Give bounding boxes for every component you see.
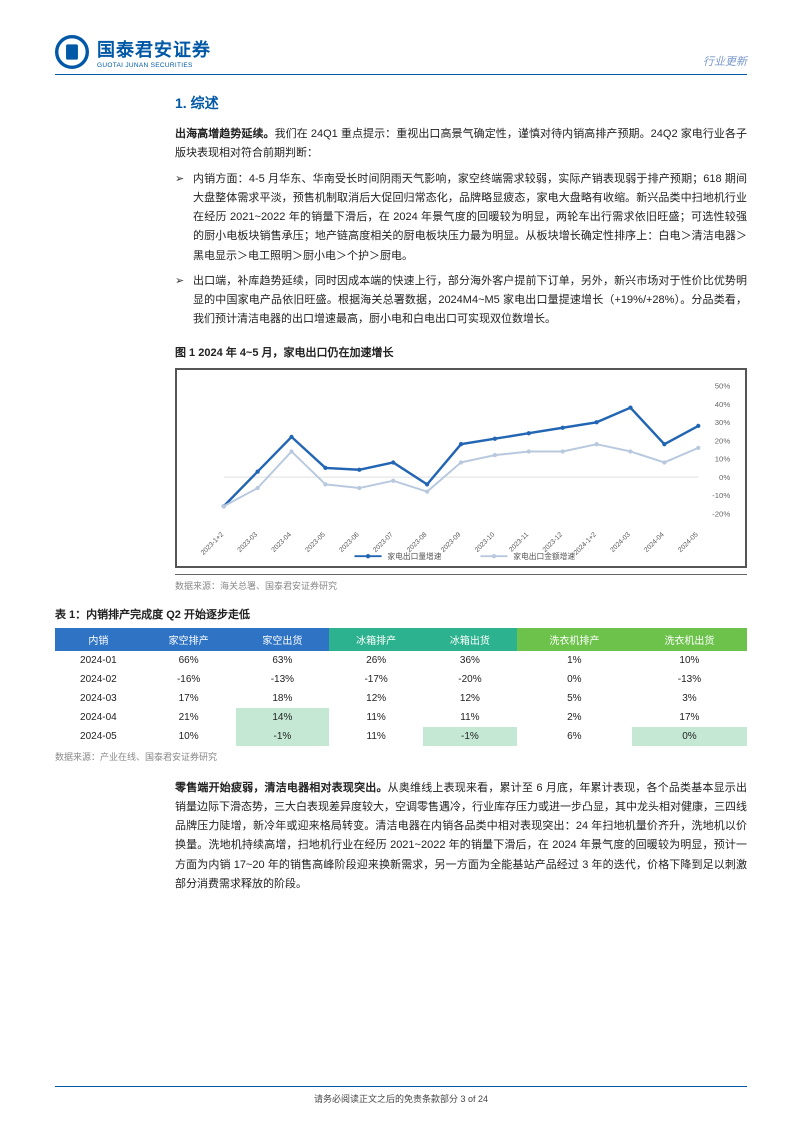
logo-text-cn: 国泰君安证券 [97,36,211,62]
svg-text:2024-04: 2024-04 [643,531,666,554]
section-title: 1. 综述 [175,93,747,113]
svg-text:0%: 0% [719,472,730,481]
data-table: 内销家空排产家空出货冰箱排产冰箱出货洗衣机排产洗衣机出货2024-0166%63… [55,628,747,746]
svg-text:2023-05: 2023-05 [304,531,327,554]
table-header: 冰箱出货 [423,628,517,651]
page-header: 国泰君安证券 GUOTAI JUNAN SECURITIES 行业更新 [55,35,747,75]
svg-text:2023-11: 2023-11 [508,531,530,553]
table-row: 2024-02-16%-13%-17%-20%0%-13% [55,670,747,689]
svg-text:20%: 20% [715,436,731,445]
table-row: 2024-0421%14%11%11%2%17% [55,708,747,727]
svg-text:2023-07: 2023-07 [372,531,395,554]
svg-text:10%: 10% [715,454,731,463]
bullet-list: 内销方面：4-5 月华东、华南受长时间阴雨天气影响，家空终端需求较弱，实际产销表… [175,170,747,330]
table-header: 洗衣机出货 [632,628,747,651]
svg-text:家电出口量增速: 家电出口量增速 [387,551,441,561]
svg-text:-20%: -20% [712,509,730,518]
bullet-item: 出口端，补库趋势延续，同时因成本端的快速上行，部分海外客户提前下订单，另外，新兴… [175,272,747,330]
svg-text:2023-03: 2023-03 [237,531,260,554]
logo: 国泰君安证券 GUOTAI JUNAN SECURITIES [55,35,211,69]
svg-text:40%: 40% [715,399,731,408]
svg-text:50%: 50% [715,381,731,390]
svg-text:30%: 30% [715,418,731,427]
page-footer: 请务必阅读正文之后的免责条款部分 3 of 24 [55,1086,747,1105]
figure-source: 数据来源：海关总署、国泰君安证券研究 [175,574,747,592]
table-header: 家空排产 [142,628,236,651]
table-title: 表 1：内销排产完成度 Q2 开始逐步走低 [55,606,747,622]
svg-text:2023-04: 2023-04 [270,531,293,554]
logo-text-en: GUOTAI JUNAN SECURITIES [97,62,211,69]
svg-text:2024-05: 2024-05 [677,531,700,554]
table-header: 冰箱排产 [329,628,423,651]
svg-text:2023-10: 2023-10 [474,531,497,554]
table-header: 家空出货 [236,628,330,651]
svg-text:-10%: -10% [712,491,730,500]
svg-text:2023-09: 2023-09 [440,531,463,554]
line-chart: -20% -10% 0% 10% 20% 30% 40% 50% 2023-1+2 2023-03… [175,368,747,568]
table-header: 内销 [55,628,142,651]
lead-paragraph: 出海高增趋势延续。我们在 24Q1 重点提示：重视出口高景气确定性，谨慎对待内销… [175,125,747,164]
svg-text:2023-12: 2023-12 [542,531,565,554]
svg-text:2023-08: 2023-08 [406,531,429,554]
figure-caption: 图 1 2024 年 4~5 月，家电出口仍在加速增长 [175,344,747,360]
table-source: 数据来源：产业在线、国泰君安证券研究 [55,750,747,763]
table-row: 2024-0317%18%12%12%5%3% [55,689,747,708]
table-row: 2024-0510%-1%11%-1%6%0% [55,727,747,746]
svg-text:2024-03: 2024-03 [609,531,632,554]
company-logo-icon [55,35,89,69]
svg-text:2024-1+2: 2024-1+2 [573,531,598,556]
svg-text:2023-06: 2023-06 [338,531,361,554]
svg-text:2023-1+2: 2023-1+2 [200,531,225,556]
bullet-item: 内销方面：4-5 月华东、华南受长时间阴雨天气影响，家空终端需求较弱，实际产销表… [175,170,747,266]
table-row: 2024-0166%63%26%36%1%10% [55,651,747,670]
svg-text:家电出口金额增速: 家电出口金额增速 [513,551,575,561]
paragraph-retail: 零售端开始疲弱，清洁电器相对表现突出。从奥维线上表现来看，累计至 6 月底，年累… [175,779,747,895]
document-type: 行业更新 [703,53,747,69]
chart-svg: -20% -10% 0% 10% 20% 30% 40% 50% 2023-1+2 2023-03… [181,378,741,562]
table-header: 洗衣机排产 [517,628,632,651]
